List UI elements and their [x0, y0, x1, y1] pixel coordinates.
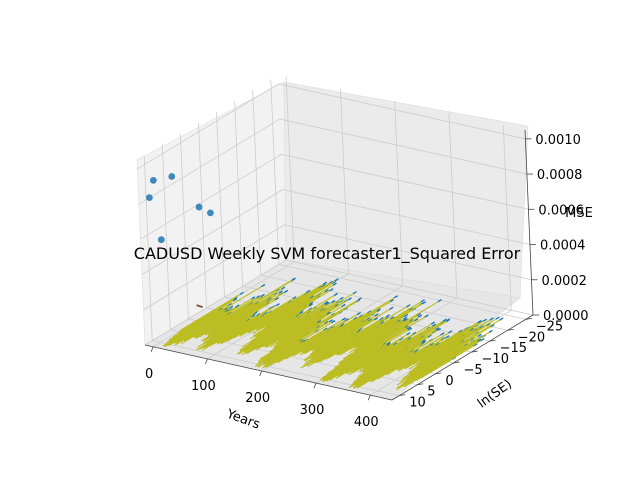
y-gridline-left [198, 122, 207, 308]
z-gridline-back [282, 189, 531, 245]
z-tick-label: 0.0006 [538, 203, 584, 218]
y-tick-mark [525, 317, 532, 320]
y-tick-label: −15 [500, 341, 527, 356]
y-gridline-left [161, 144, 171, 330]
ln-se-start-marker [196, 304, 203, 309]
x-tick-mark [259, 370, 263, 377]
y-tick-mark [399, 394, 406, 397]
x-tick-label: 300 [300, 403, 325, 418]
chart-title: CADUSD Weekly SVM forecaster1_Squared Er… [134, 244, 521, 264]
y-axis-line [391, 314, 534, 401]
z-gridline-back [279, 118, 527, 175]
y-tick-mark [471, 350, 478, 353]
y-tick-label: −20 [518, 330, 545, 345]
y-gridline-left [143, 155, 153, 341]
z-gridline-left [141, 189, 284, 275]
y-tick-mark [489, 339, 496, 342]
x-gridline-back [394, 100, 404, 287]
mse-point [157, 236, 165, 244]
z-gridline-back [278, 83, 526, 140]
x-gridline-back [285, 76, 295, 262]
axis-lines [144, 129, 534, 401]
x-tick-label: 0 [145, 367, 153, 382]
tick-labels: 0100200300400−25−20−15−10−505100.00000.0… [145, 133, 588, 430]
y-tick-label: −10 [482, 352, 509, 367]
x-tick-mark [150, 346, 154, 352]
x-axis-line [144, 344, 393, 401]
y-gridline-floor [260, 274, 508, 331]
z-axis-label: MSE [565, 206, 593, 221]
z-tick-label: 0.0000 [543, 309, 589, 324]
mse-point [207, 209, 214, 217]
x-axis-label: Years [224, 406, 263, 432]
y-tick-mark [435, 372, 442, 375]
y-tick-label: 0 [445, 374, 453, 389]
y-gridline-left [252, 90, 262, 276]
ln-se-band [162, 279, 500, 391]
z-gridline-back [285, 259, 534, 316]
z-tick-label: 0.0010 [535, 133, 581, 148]
z-gridline-left [144, 259, 287, 346]
z-gridline-back [281, 153, 529, 210]
y-tick-mark [453, 361, 460, 364]
y-gridline-left [270, 79, 280, 265]
z-gridline-left [137, 83, 279, 170]
y-gridline-left [179, 133, 189, 319]
z-gridline-left [143, 224, 285, 311]
y-tick-label: −5 [463, 363, 482, 378]
mse-points [145, 173, 214, 244]
x-tick-label: 200 [245, 391, 270, 406]
x-tick-label: 400 [354, 415, 379, 430]
y-axis-label: ln(SE) [475, 377, 515, 412]
y-tick-label: 5 [427, 385, 435, 400]
y-tick-label: −25 [536, 319, 563, 334]
x-tick-label: 100 [191, 379, 216, 394]
y-gridline-left [216, 112, 225, 298]
mse-point [168, 173, 176, 180]
x-gridline-back [448, 113, 458, 299]
y-gridline-floor [278, 263, 526, 320]
x-gridline-back [340, 88, 349, 274]
x-gridline-back [502, 125, 512, 311]
z-gridline-left [138, 118, 281, 205]
z-gridline-back [284, 224, 532, 281]
y-gridline-left [234, 101, 244, 287]
y-tick-mark [417, 383, 424, 386]
z-tick-label: 0.0008 [537, 168, 583, 183]
y-tick-mark [507, 328, 514, 331]
x-tick-mark [367, 395, 371, 401]
z-gridline-left [140, 153, 282, 240]
z-tick-label: 0.0004 [540, 239, 586, 254]
z-axis-line [524, 129, 534, 316]
mse-point [145, 194, 153, 202]
x-tick-mark [205, 358, 208, 365]
mse-point [195, 203, 203, 211]
x-tick-mark [313, 382, 317, 389]
ln-se-series [162, 277, 504, 391]
z-tick-label: 0.0002 [541, 274, 587, 289]
y-tick-label: 10 [409, 396, 426, 411]
mse-point [149, 176, 157, 184]
